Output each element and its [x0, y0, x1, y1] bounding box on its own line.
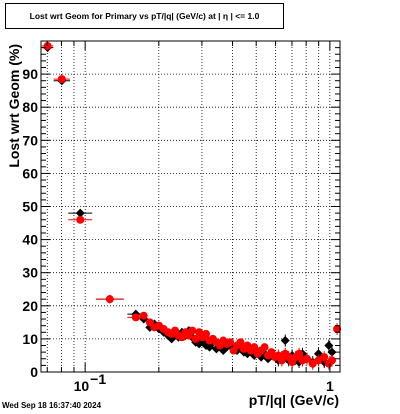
x-axis-title: pT/|q| (GeV/c) [249, 392, 339, 408]
chart-title: Lost wrt Geom for Primary vs pT/|q| (GeV… [5, 3, 284, 29]
data-point [324, 341, 334, 351]
data-point [327, 356, 336, 365]
y-tick-label: 50 [22, 199, 38, 215]
y-tick-label: 70 [22, 132, 38, 148]
data-point [250, 343, 259, 352]
data-point [75, 208, 85, 218]
y-axis-title: Lost wrt Geom (%) [6, 44, 22, 168]
data-point [57, 75, 66, 84]
plot-frame [40, 40, 341, 373]
data-point [202, 329, 211, 338]
data-point [295, 349, 304, 358]
data-point [131, 313, 140, 322]
data-point [139, 311, 148, 320]
data-point [226, 338, 235, 347]
y-tick-label: 60 [22, 165, 38, 181]
data-point [320, 353, 329, 362]
data-point [302, 354, 311, 363]
data-point [105, 295, 114, 304]
data-point [236, 338, 245, 347]
data-point [191, 334, 200, 343]
x-tick-label-exponent: −1 [90, 371, 106, 387]
data-point [76, 215, 85, 224]
y-tick-label: 30 [22, 265, 38, 281]
y-tick-label: 20 [22, 298, 38, 314]
data-point [188, 326, 197, 335]
data-point [327, 347, 337, 357]
data-point [260, 343, 269, 352]
y-tick-label: 80 [22, 99, 38, 115]
y-tick-label: 40 [22, 232, 38, 248]
data-point [280, 336, 290, 346]
data-point [333, 324, 342, 333]
x-tick-label: 10 [74, 378, 90, 394]
y-tick-label: 90 [22, 66, 38, 82]
y-tick-label: 0 [30, 364, 38, 380]
x-tick-label: 1 [326, 378, 334, 394]
timestamp: Wed Sep 18 16:37:40 2024 [2, 401, 102, 410]
grid [41, 41, 340, 372]
data-point [277, 356, 286, 365]
y-tick-label: 10 [22, 331, 38, 347]
data-layer [41, 41, 342, 370]
